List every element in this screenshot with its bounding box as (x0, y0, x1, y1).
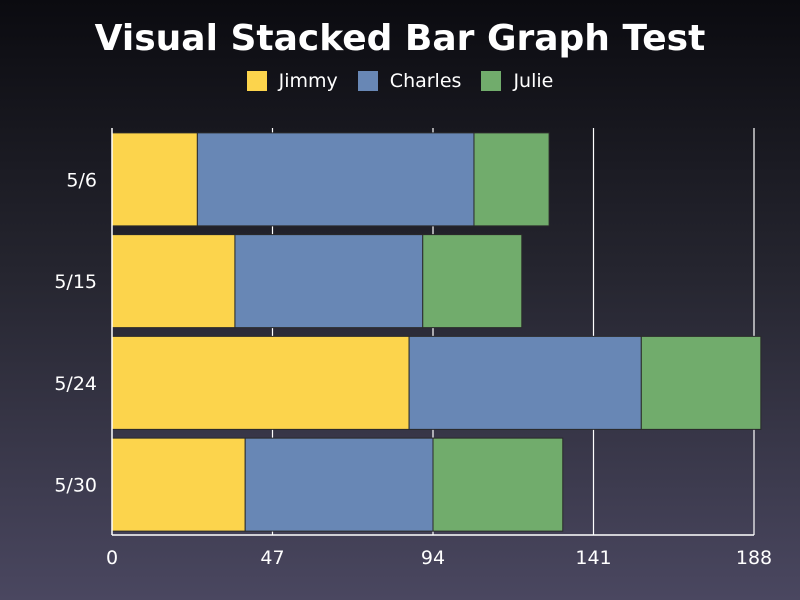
bar-jimmy-5-15 (111, 234, 236, 329)
y-tick-label-5-24: 5/24 (54, 373, 97, 395)
legend-label-charles: Charles (389, 70, 462, 92)
y-tick-label-5-15: 5/15 (54, 271, 97, 293)
bar-julie-5-30 (432, 437, 564, 532)
bar-charles-5-24 (408, 335, 642, 430)
legend-label-jimmy: Jimmy (278, 70, 338, 92)
legend-item-charles: Charles (357, 70, 462, 92)
legend-label-julie: Julie (513, 70, 554, 92)
bar-julie-5-6 (473, 132, 550, 227)
y-tick-label-5-30: 5/30 (54, 475, 97, 497)
chart-title: Visual Stacked Bar Graph Test (94, 18, 706, 59)
bar-charles-5-6 (196, 132, 475, 227)
legend-item-jimmy: Jimmy (246, 70, 338, 92)
x-tick-label-0: 0 (106, 547, 118, 569)
x-tick-label-47: 47 (260, 547, 284, 569)
bar-julie-5-15 (422, 234, 523, 329)
bar-jimmy-5-30 (111, 437, 246, 532)
bar-charles-5-30 (244, 437, 434, 532)
x-tick-label-141: 141 (575, 547, 611, 569)
x-tick-label-188: 188 (736, 547, 772, 569)
legend-swatch-julie (481, 71, 502, 91)
legend-item-julie: Julie (481, 70, 553, 92)
bar-jimmy-5-6 (111, 132, 198, 227)
y-tick-label-5-6: 5/6 (66, 169, 97, 191)
legend-swatch-jimmy (246, 71, 267, 91)
bar-charles-5-15 (234, 234, 424, 329)
bar-julie-5-24 (640, 335, 762, 430)
legend-swatch-charles (357, 71, 378, 91)
bar-jimmy-5-24 (111, 335, 410, 430)
legend: Jimmy Charles Julie (0, 70, 800, 92)
x-tick-label-94: 94 (421, 547, 445, 569)
